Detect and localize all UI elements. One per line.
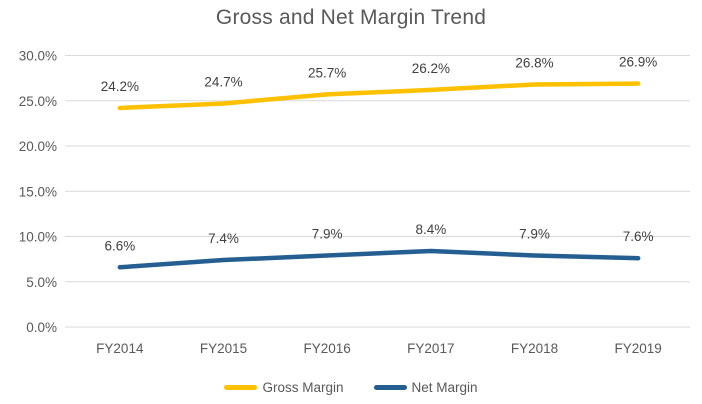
- data-label-net-margin: 7.4%: [208, 231, 239, 246]
- y-axis-tick-label: 10.0%: [19, 230, 57, 245]
- data-label-net-margin: 7.6%: [623, 229, 654, 244]
- data-label-gross-margin: 24.7%: [204, 74, 242, 89]
- series-line-net-margin: [117, 248, 641, 270]
- y-axis-tick-label: 15.0%: [19, 184, 57, 199]
- data-label-net-margin: 7.9%: [312, 227, 343, 242]
- data-label-gross-margin: 26.2%: [412, 61, 450, 76]
- y-axis-tick-label: 25.0%: [19, 94, 57, 109]
- series-line-gross-margin: [117, 81, 641, 111]
- data-label-net-margin: 7.9%: [519, 227, 550, 242]
- data-label-gross-margin: 26.9%: [619, 55, 657, 70]
- y-axis-tick-label: 20.0%: [19, 139, 57, 154]
- legend-item-net-margin: Net Margin: [373, 380, 478, 395]
- legend-item-gross-margin: Gross Margin: [224, 380, 344, 395]
- x-axis-label: FY2014: [96, 341, 144, 356]
- x-axis-label: FY2019: [615, 341, 662, 356]
- x-axis-label: FY2017: [407, 341, 454, 356]
- y-axis-tick-label: 5.0%: [26, 275, 57, 290]
- data-label-gross-margin: 25.7%: [308, 65, 346, 80]
- legend-label: Gross Margin: [262, 380, 344, 395]
- data-label-gross-margin: 24.2%: [101, 79, 139, 94]
- data-label-net-margin: 8.4%: [415, 222, 446, 237]
- legend-line-swatch: [373, 385, 407, 390]
- y-axis-tick-label: 0.0%: [26, 320, 57, 335]
- legend-line-swatch: [224, 385, 258, 390]
- x-axis-label: FY2016: [304, 341, 351, 356]
- data-label-gross-margin: 26.8%: [515, 55, 553, 70]
- data-label-net-margin: 6.6%: [104, 238, 135, 253]
- x-axis-label: FY2015: [200, 341, 247, 356]
- y-axis-tick-label: 30.0%: [19, 49, 57, 64]
- chart-legend: Gross Margin Net Margin: [0, 380, 702, 395]
- x-axis-label: FY2018: [511, 341, 558, 356]
- legend-label: Net Margin: [411, 380, 478, 395]
- chart-title: Gross and Net Margin Trend: [215, 6, 487, 29]
